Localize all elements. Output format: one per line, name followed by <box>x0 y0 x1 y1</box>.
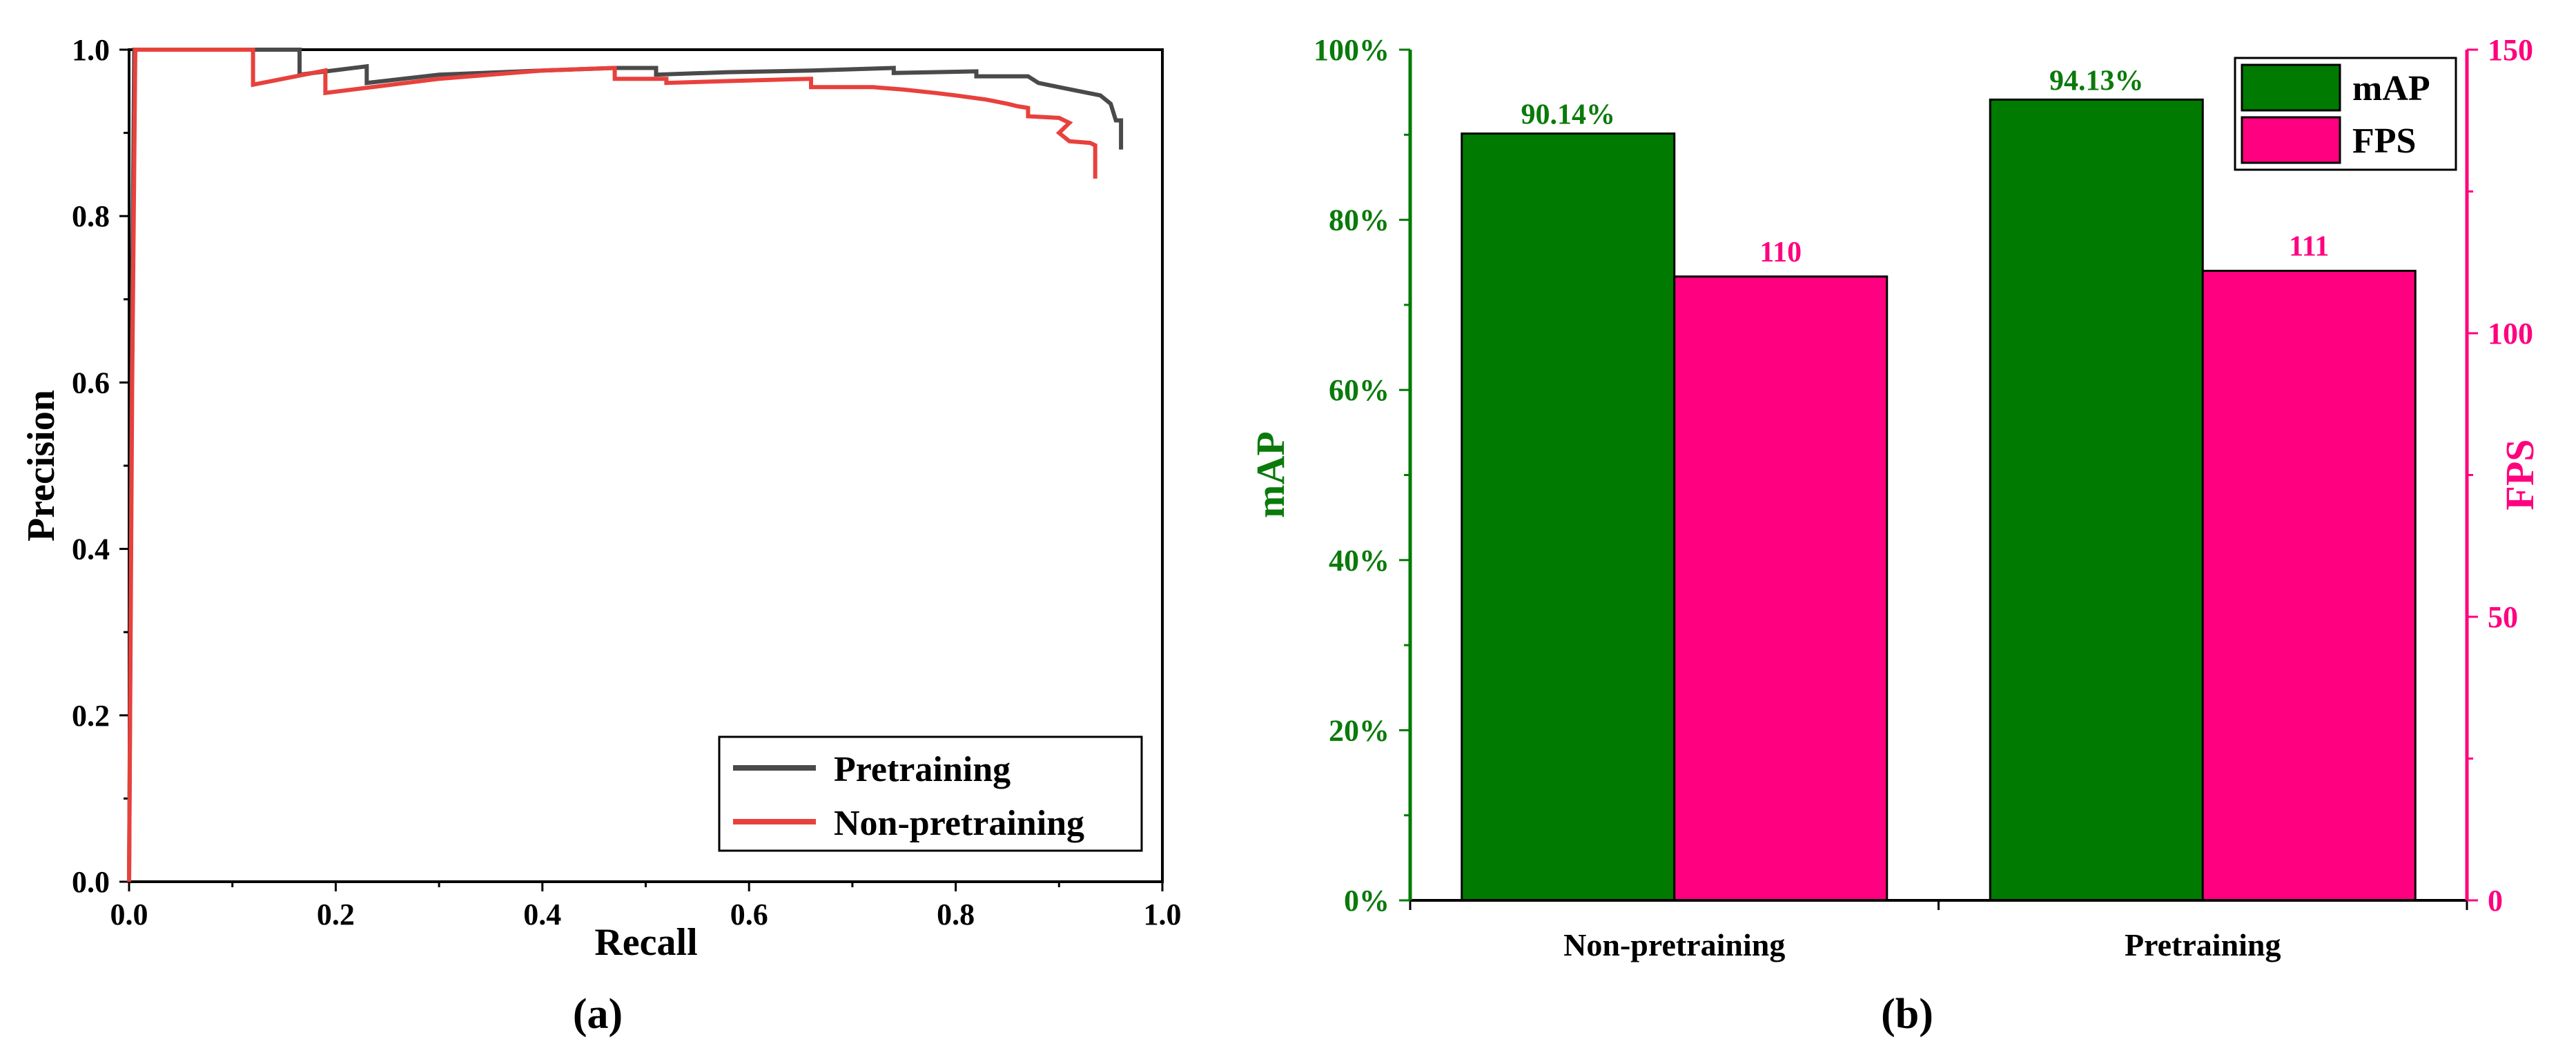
bar-fps-pretraining <box>2201 270 2417 902</box>
left-tick-label-b: 0% <box>1344 884 1389 918</box>
axis-ticks-b <box>1399 48 2478 910</box>
left-tick-label-b: 100% <box>1314 33 1389 67</box>
left-tick-label-b: 20% <box>1329 713 1389 747</box>
legend-box-a <box>718 735 1143 852</box>
bar-label-fps: 111 <box>2289 231 2329 263</box>
right-tick-label-b: 150 <box>2488 33 2533 67</box>
legend-a: Pretraining Non-pretraining <box>718 735 1143 852</box>
left-tick-label-b: 60% <box>1329 373 1389 407</box>
panel-b-bar-chart: 90.14% 110 94.13% 111 Non-pretraining Pretra… <box>1248 33 2542 1038</box>
bar-label-map: 90.14% <box>1521 99 1616 131</box>
legend-b: mAP FPS <box>2234 57 2457 171</box>
bar-map-non-pretraining <box>1461 132 1676 902</box>
x-tick-label-a: 0.2 <box>317 898 355 931</box>
bar-fps-non-pretraining <box>1673 275 1889 902</box>
legend-label-pretraining: Pretraining <box>834 750 1011 789</box>
y-tick-label-a: 1.0 <box>72 33 110 67</box>
y-tick-label-a: 0.6 <box>72 366 110 399</box>
y-tick-label-a: 0.2 <box>72 699 110 733</box>
left-tick-label-b: 40% <box>1329 544 1389 577</box>
y-axis-title-a: Precision <box>20 390 63 542</box>
series-line-non-pretraining <box>127 48 1097 882</box>
right-tick-label-b: 50 <box>2488 600 2518 634</box>
x-tick-label-a: 0.4 <box>523 898 561 931</box>
bars-b <box>1461 98 2417 902</box>
bar-map-pretraining <box>1989 98 2204 902</box>
legend-swatch-fps <box>2241 116 2341 164</box>
tick-labels-b: Non-pretraining Pretraining 0% 20% 40% 60% 80%… <box>1314 33 2533 962</box>
x-axis-title-a: Recall <box>594 921 697 964</box>
right-tick-label-b: 0 <box>2488 884 2503 918</box>
x-category-label-b: Non-pretraining <box>1563 927 1785 962</box>
legend-swatch-map <box>2241 63 2341 112</box>
legend-label-map: mAP <box>2352 69 2430 108</box>
panel-label-a: (a) <box>573 991 623 1038</box>
left-axis-title-b: mAP <box>1248 431 1293 518</box>
panel-label-b: (b) <box>1881 991 1933 1038</box>
x-tick-label-a: 0.8 <box>937 898 975 931</box>
right-axis-title-b: FPS <box>2497 439 2542 510</box>
x-category-label-b: Pretraining <box>2125 927 2281 962</box>
legend-label-non-pretraining: Non-pretraining <box>834 804 1084 843</box>
panel-a-pr-curve: 0.0 0.2 0.4 0.6 0.8 1.0 0.0 0.2 0.4 0.6 0.8 1.0 Rec… <box>20 33 1182 1038</box>
right-tick-label-b: 100 <box>2488 317 2533 350</box>
bar-value-labels-b: 90.14% 110 94.13% 111 <box>1521 65 2330 268</box>
left-tick-label-b: 80% <box>1329 204 1389 237</box>
x-tick-label-a: 0.0 <box>110 898 148 931</box>
bar-label-map: 94.13% <box>2049 65 2144 97</box>
series-lines-a <box>127 48 1124 882</box>
y-tick-label-a: 0.0 <box>72 865 110 899</box>
x-tick-label-a: 0.6 <box>730 898 768 931</box>
legend-label-fps: FPS <box>2352 121 2416 161</box>
tick-labels-a: 0.0 0.2 0.4 0.6 0.8 1.0 0.0 0.2 0.4 0.6 0.8 1.0 <box>72 33 1182 931</box>
y-tick-label-a: 0.8 <box>72 199 110 233</box>
bar-label-fps: 110 <box>1759 237 1802 268</box>
x-tick-label-a: 1.0 <box>1144 898 1182 931</box>
y-tick-label-a: 0.4 <box>72 533 110 566</box>
